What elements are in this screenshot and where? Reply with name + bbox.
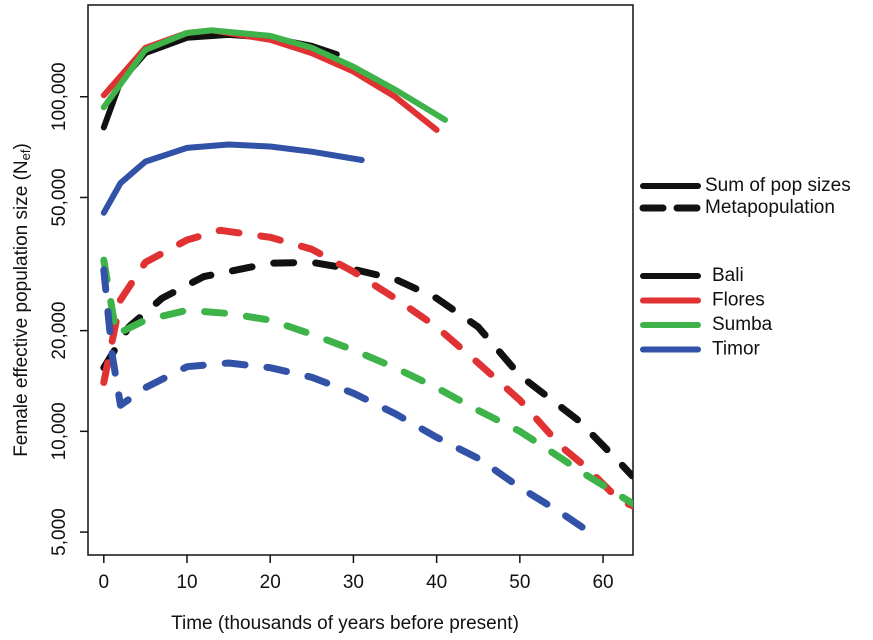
legend-label: Sumba <box>712 314 773 335</box>
dashed-line <box>100 226 633 510</box>
legend-label: Bali <box>712 265 744 286</box>
x-tick-label: 20 <box>260 572 281 593</box>
plot-lines <box>100 27 633 534</box>
x-axis-label: Time (thousands of years before present) <box>171 613 519 634</box>
y-axis-label: Female effective population size (Nef) <box>11 143 33 457</box>
legend-label: Timor <box>712 339 761 360</box>
x-tick-label: 30 <box>343 572 364 593</box>
y-tick-label: 5,000 <box>49 508 70 556</box>
x-tick-label: 60 <box>592 572 613 593</box>
y-label-end: ) <box>11 143 32 149</box>
y-tick-label: 100,000 <box>49 62 70 131</box>
dashed-line <box>100 266 590 534</box>
plot-frame <box>87 4 634 556</box>
x-tick-label: 10 <box>176 572 197 593</box>
y-tick-label: 50,000 <box>49 168 70 226</box>
legend-style-label: Sum of pop sizes <box>705 175 851 196</box>
y-label-main: Female effective population size (N <box>11 160 32 456</box>
y-tick-label: 20,000 <box>49 302 70 360</box>
solid-line <box>100 141 365 216</box>
y-tick-label: 10,000 <box>49 402 70 460</box>
x-tick-label: 0 <box>99 572 110 593</box>
x-tick-label: 40 <box>426 572 447 593</box>
legend-label: Flores <box>712 290 765 311</box>
y-label-sub: ef <box>18 149 33 160</box>
solid-line <box>100 27 448 123</box>
dashed-line <box>100 256 633 507</box>
dashed-line <box>100 258 633 480</box>
legend-style-label: Metapopulation <box>705 197 835 218</box>
x-tick-label: 50 <box>509 572 530 593</box>
